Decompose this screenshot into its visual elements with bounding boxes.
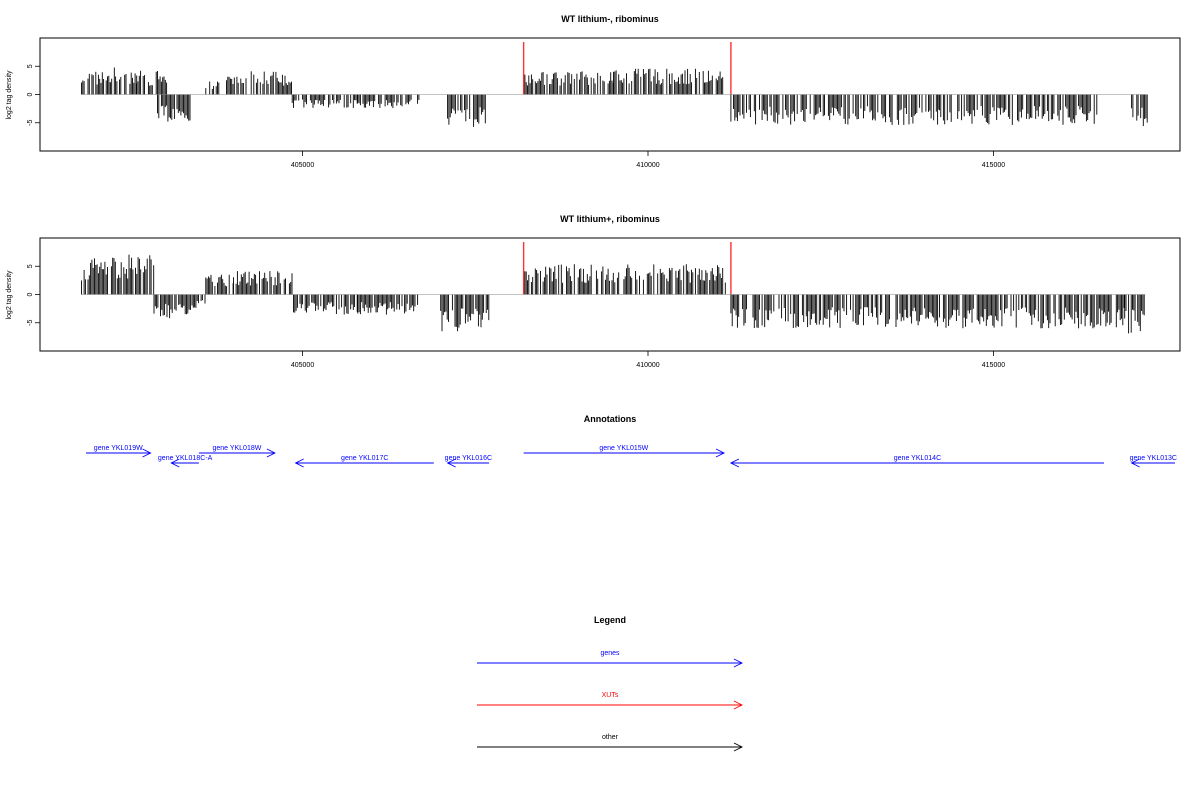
gene-label: gene YKL018C-A bbox=[158, 455, 213, 462]
x-tick-label: 410000 bbox=[636, 162, 659, 169]
panel-2-title: WT lithium+, ribominus bbox=[560, 214, 660, 224]
gene-arrow: gene YKL018W bbox=[198, 445, 276, 458]
panel-2-bars bbox=[81, 254, 1145, 334]
y-tick-label: 5 bbox=[27, 64, 34, 68]
legend-item: other bbox=[477, 734, 744, 752]
density-segment bbox=[357, 94, 420, 109]
gene-label: gene YKL014C bbox=[894, 455, 941, 462]
gene-arrowhead bbox=[294, 458, 304, 468]
gene-arrow: gene YKL019W bbox=[86, 445, 152, 458]
gene-arrowhead bbox=[170, 458, 180, 468]
y-tick-label: -5 bbox=[27, 120, 34, 126]
density-segment bbox=[226, 76, 247, 95]
gene-arrow: gene YKL015W bbox=[523, 445, 726, 458]
density-segment bbox=[730, 294, 939, 328]
gene-arrow: gene YKL018C-A bbox=[158, 455, 213, 468]
panel-2-markers bbox=[522, 242, 732, 295]
gene-label: gene YKL018W bbox=[212, 445, 261, 452]
gene-arrowhead bbox=[266, 448, 276, 458]
density-segment bbox=[1124, 294, 1145, 334]
gene-arrow: gene YKL014C bbox=[729, 455, 1104, 468]
density-segment bbox=[108, 67, 137, 95]
x-tick-label: 405000 bbox=[291, 162, 314, 169]
panel-wt-lithium-minus: WT lithium-, ribominus 405000 410000 41500… bbox=[6, 14, 1181, 169]
density-segment bbox=[191, 294, 206, 308]
density-segment bbox=[233, 271, 293, 295]
density-segment bbox=[136, 70, 168, 95]
legend-label: other bbox=[602, 734, 619, 741]
density-segment bbox=[614, 264, 726, 295]
panel-1-markers bbox=[522, 42, 732, 95]
x-tick-label: 415000 bbox=[982, 162, 1005, 169]
panel-1-ylabel: log2 tag density bbox=[6, 70, 13, 120]
gene-label: gene YKL017C bbox=[341, 455, 388, 462]
gene-label: gene YKL016C bbox=[445, 455, 492, 462]
density-segment bbox=[440, 294, 490, 332]
legend-item: XUTs bbox=[477, 692, 744, 710]
legend-title: Legend bbox=[594, 615, 626, 625]
density-segment bbox=[153, 294, 191, 319]
density-segment bbox=[1131, 94, 1148, 126]
density-segment bbox=[205, 274, 234, 295]
panel-2-axes: 405000 410000 415000 -5 0 5 bbox=[27, 264, 1146, 369]
gene-arrow: gene YKL013C bbox=[1130, 455, 1177, 468]
density-segment bbox=[730, 94, 939, 125]
legend-arrowhead bbox=[733, 700, 744, 710]
density-segment bbox=[81, 71, 110, 95]
gene-arrowhead bbox=[1130, 458, 1140, 468]
density-segment bbox=[157, 94, 191, 122]
legend: Legend genes XUTs other bbox=[477, 615, 744, 752]
annotations-title: Annotations bbox=[584, 414, 637, 424]
legend-arrowhead bbox=[733, 658, 744, 668]
panel-1-axes: 405000 410000 415000 -5 0 5 bbox=[27, 64, 1146, 169]
panel-2-ylabel: log2 tag density bbox=[6, 270, 13, 320]
density-segment bbox=[613, 68, 724, 95]
panel-1-bars bbox=[81, 67, 1148, 127]
gene-arrows: gene YKL019W gene YKL018C-A gene YKL018W ge… bbox=[86, 445, 1177, 468]
gene-arrowhead bbox=[446, 458, 456, 468]
density-segment bbox=[291, 94, 358, 108]
gene-arrow: gene YKL017C bbox=[294, 455, 434, 468]
x-tick-label: 415000 bbox=[982, 362, 1005, 369]
legend-arrowhead bbox=[733, 742, 744, 752]
gene-arrowhead bbox=[142, 448, 152, 458]
density-segment bbox=[523, 264, 614, 295]
y-tick-label: 0 bbox=[27, 292, 34, 296]
gene-arrowhead bbox=[715, 448, 726, 458]
gene-label: gene YKL013C bbox=[1130, 455, 1177, 462]
gene-arrowhead bbox=[729, 458, 740, 468]
legend-label: genes bbox=[600, 650, 620, 657]
y-tick-label: -5 bbox=[27, 320, 34, 326]
density-segment bbox=[937, 94, 1098, 125]
x-tick-label: 410000 bbox=[636, 362, 659, 369]
y-tick-label: 5 bbox=[27, 264, 34, 268]
gene-arrow: gene YKL016C bbox=[445, 455, 492, 468]
density-segment bbox=[939, 294, 1125, 329]
legend-items: genes XUTs other bbox=[477, 650, 744, 752]
y-tick-label: 0 bbox=[27, 92, 34, 96]
legend-label: XUTs bbox=[602, 692, 619, 699]
density-segment bbox=[116, 254, 155, 295]
panel-wt-lithium-plus: WT lithium+, ribominus 405000 410000 41500… bbox=[6, 214, 1181, 369]
density-segment bbox=[293, 294, 358, 315]
density-segment bbox=[357, 294, 419, 315]
legend-item: genes bbox=[477, 650, 744, 668]
density-segment bbox=[81, 257, 116, 295]
density-segment bbox=[447, 94, 486, 127]
density-segment bbox=[523, 71, 614, 95]
density-segment bbox=[250, 71, 292, 95]
panel-1-title: WT lithium-, ribominus bbox=[561, 14, 659, 24]
x-tick-label: 405000 bbox=[291, 362, 314, 369]
density-segment bbox=[205, 81, 220, 95]
gene-label: gene YKL015W bbox=[599, 445, 648, 452]
gene-label: gene YKL019W bbox=[94, 445, 143, 452]
